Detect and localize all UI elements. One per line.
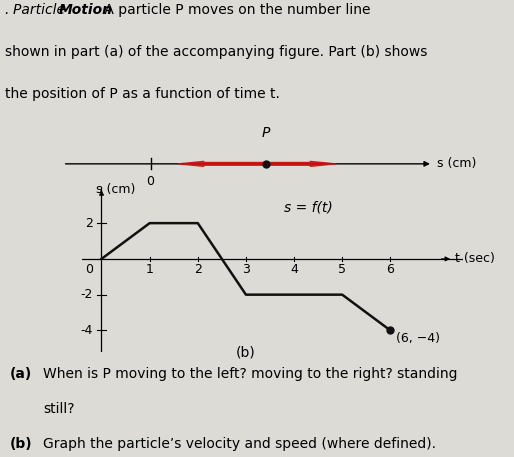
Text: s (cm): s (cm) [96, 183, 135, 196]
Text: -4: -4 [81, 324, 93, 337]
Text: 3: 3 [242, 263, 250, 276]
Text: 0: 0 [85, 263, 93, 276]
FancyArrow shape [266, 161, 336, 166]
Text: Graph the particle’s velocity and speed (where defined).: Graph the particle’s velocity and speed … [43, 437, 436, 451]
Text: 2: 2 [85, 217, 93, 229]
Text: A particle P moves on the number line: A particle P moves on the number line [100, 3, 371, 16]
Text: When is P moving to the left? moving to the right? standing: When is P moving to the left? moving to … [43, 367, 458, 382]
Text: P: P [262, 127, 270, 140]
Text: 1: 1 [145, 263, 154, 276]
Text: 0: 0 [146, 175, 155, 188]
Text: (a): (a) [229, 193, 248, 207]
Text: .: . [5, 3, 14, 16]
Text: s = f(t): s = f(t) [284, 200, 333, 214]
Text: (6, −4): (6, −4) [396, 332, 440, 345]
Text: -2: -2 [81, 288, 93, 301]
Text: 6: 6 [387, 263, 394, 276]
Text: (b): (b) [236, 345, 256, 360]
Text: s (cm): s (cm) [437, 157, 477, 170]
FancyArrow shape [178, 161, 266, 166]
Text: 2: 2 [194, 263, 201, 276]
Text: shown in part (a) of the accompanying figure. Part (b) shows: shown in part (a) of the accompanying fi… [5, 45, 428, 59]
Text: the position of P as a function of time t.: the position of P as a function of time … [5, 87, 280, 101]
Text: (a): (a) [10, 367, 32, 382]
Text: 5: 5 [338, 263, 346, 276]
Text: Motion: Motion [59, 3, 113, 16]
Text: 4: 4 [290, 263, 298, 276]
Text: (b): (b) [10, 437, 33, 451]
Text: still?: still? [43, 402, 75, 416]
Text: t (sec): t (sec) [455, 252, 495, 266]
Text: Particle: Particle [13, 3, 69, 16]
